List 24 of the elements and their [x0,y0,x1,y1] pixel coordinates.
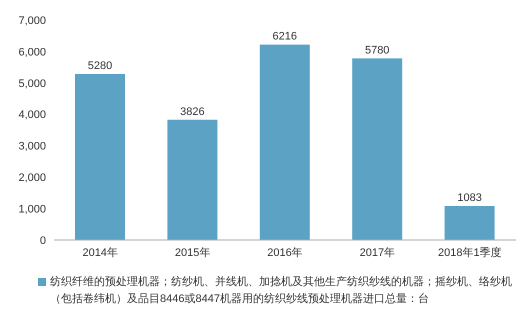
bar [444,206,495,240]
bar [167,120,218,240]
y-tick-label: 6,000 [18,46,46,58]
x-tick-label: 2018年1季度 [438,246,502,259]
data-label: 1083 [457,192,482,204]
x-tick-label: 2014年 [82,246,118,259]
y-tick-label: 7,000 [18,14,46,27]
x-tick-label: 2017年 [360,246,396,259]
data-label: 6216 [272,30,298,43]
data-label: 5280 [88,60,112,72]
y-tick-label: 2,000 [18,172,46,184]
y-tick-label: 0 [40,234,46,247]
data-label: 3826 [180,106,205,118]
y-tick-label: 5,000 [18,78,46,90]
data-label: 5780 [364,44,390,56]
bar [260,44,310,240]
x-tick-label: 2016年 [267,246,303,259]
y-tick-label: 1,000 [18,203,46,216]
legend-label: 纺织纤维的预处理机器；纺纱机、并线机、加捻机及其他生产纺织纱线的机器；摇纱机、络纱机（包括卷纬机）及品目8446或8447机器用的纺织纱线预处理机器进口总量：台 [50,274,513,307]
x-tick-label: 2015年 [174,246,210,259]
y-tick-label: 4,000 [18,109,46,122]
y-tick-label: 3,000 [18,140,46,153]
bar [352,58,402,240]
bar [75,74,125,240]
